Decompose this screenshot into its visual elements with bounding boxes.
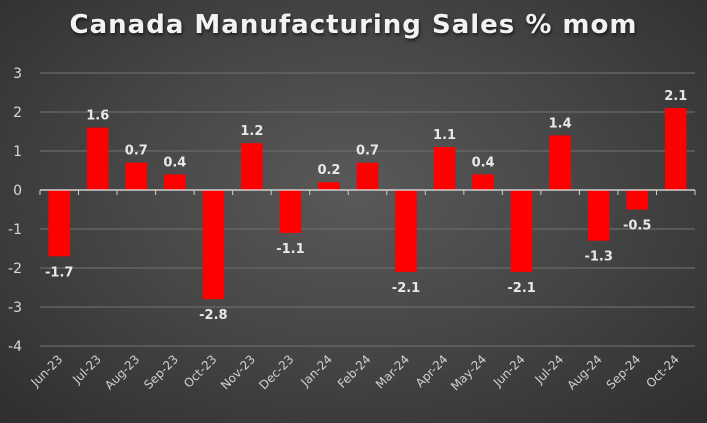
bar (125, 162, 148, 190)
data-label: 2.1 (664, 89, 687, 104)
x-tick-label: Apr-24 (413, 352, 451, 390)
bar (549, 135, 571, 190)
bar (87, 127, 109, 190)
data-label: 0.7 (356, 144, 379, 159)
y-tick-label: 3 (13, 66, 22, 82)
y-tick-label: 2 (13, 105, 22, 121)
x-tick-label: Sep-23 (141, 352, 181, 392)
bar (395, 190, 417, 272)
y-tick-label: -4 (8, 339, 22, 355)
bars (48, 108, 687, 300)
data-label: -1.1 (276, 242, 304, 257)
bar (241, 143, 263, 190)
x-tick-label: Jun-24 (490, 352, 528, 390)
bar (164, 174, 186, 190)
data-label: 0.4 (163, 155, 186, 170)
data-label: -2.8 (199, 308, 227, 323)
data-label: -0.5 (623, 219, 651, 234)
data-label: 1.6 (86, 109, 109, 124)
x-tick-label: Jun-23 (28, 352, 66, 390)
data-label: 1.4 (549, 116, 572, 131)
chart-title: Canada Manufacturing Sales % mom (69, 10, 638, 40)
y-tick-label: -3 (8, 300, 22, 316)
x-tick-label: Jan-24 (298, 352, 336, 390)
bar (433, 147, 456, 190)
data-label: 1.2 (240, 124, 263, 139)
data-label: 0.4 (472, 155, 495, 170)
bar (279, 190, 302, 233)
bar (587, 190, 610, 241)
x-tick-label: Oct-24 (643, 352, 681, 390)
x-tick-label: May-24 (448, 352, 489, 393)
data-label: 0.7 (125, 144, 148, 159)
bar (664, 108, 687, 190)
x-tick-label: Mar-24 (373, 352, 412, 391)
y-tick-label: 1 (13, 144, 22, 160)
bar (356, 162, 379, 190)
y-tick-label: -1 (8, 222, 22, 238)
x-tick-label: Feb-24 (335, 352, 374, 391)
y-tick-label: 0 (13, 183, 22, 199)
bar (48, 190, 71, 257)
bar (472, 174, 494, 190)
bar (202, 190, 225, 300)
x-axis (39, 189, 696, 195)
data-label: 1.1 (433, 128, 456, 143)
x-tick-label: Jul-23 (69, 352, 104, 387)
y-tick-label: -2 (8, 261, 22, 277)
data-label: -2.1 (507, 281, 535, 296)
data-label: -1.7 (45, 265, 73, 280)
x-tick-label: Jul-24 (532, 352, 567, 387)
bar (626, 190, 648, 210)
x-tick-label: Aug-23 (102, 352, 142, 392)
data-label: 0.2 (317, 163, 340, 178)
y-axis-labels: 3 2 1 0 -1 -2 -3 -4 (8, 66, 22, 355)
bar (510, 190, 533, 272)
gridlines (40, 72, 695, 347)
x-tick-label: Oct-23 (181, 352, 219, 390)
x-tick-label: Aug-24 (564, 352, 604, 392)
data-labels: -1.7 1.6 0.7 0.4 -2.8 1.2 -1.1 0.2 0.7 -2.1 1.1 0.4… (45, 89, 687, 323)
x-tick-label: Dec-23 (256, 352, 296, 392)
data-label: -1.3 (584, 250, 612, 265)
data-label: -2.1 (392, 281, 420, 296)
x-tick-label: Sep-24 (604, 352, 644, 392)
x-tick-label: Nov-23 (218, 352, 258, 392)
bar (318, 182, 340, 190)
